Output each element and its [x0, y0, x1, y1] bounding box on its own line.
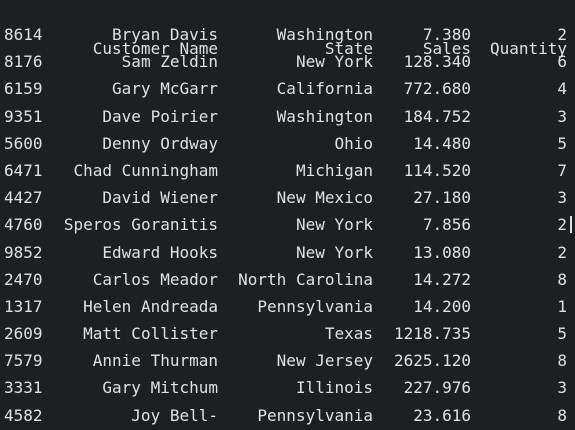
table-row: 2609 Matt Collister Texas 1218.735 5 [0, 320, 575, 347]
quantity-cell: 6 [557, 52, 567, 72]
customer-name-cell: Matt Collister [83, 324, 218, 344]
sales-cell: 1218.735 [393, 324, 471, 344]
customer-name-cell: Dave Poirier [102, 106, 218, 126]
sales-cell: 27.180 [413, 188, 471, 208]
state-cell: New Jersey [276, 351, 373, 371]
quantity-cell: 5 [557, 133, 567, 153]
table-row: 5600 Denny Ordway Ohio 14.480 5 [0, 130, 575, 157]
sales-cell: 2625.120 [393, 351, 471, 371]
table-row: 9351 Dave Poirier Washington 184.752 3 [0, 103, 575, 130]
row-index: 3331 [4, 378, 43, 398]
customer-name-cell: Annie Thurman [92, 351, 218, 371]
quantity-cell: 7 [557, 160, 567, 180]
sales-cell: 23.616 [413, 405, 471, 425]
customer-name-cell: Sam Zeldin [121, 52, 218, 72]
state-cell: New York [295, 52, 373, 72]
state-cell: North Carolina [238, 269, 373, 289]
row-index: 6471 [4, 160, 43, 180]
state-cell: Michigan [295, 160, 373, 180]
customer-name-cell: Speros Goranitis [63, 215, 218, 235]
sales-cell: 14.480 [413, 133, 471, 153]
customer-name-cell: Edward Hooks [102, 242, 218, 262]
table-row: 6159 Gary McGarr California 772.680 4 [0, 75, 575, 102]
quantity-cell: 2 [557, 25, 567, 44]
table-row: 4582 Joy Bell- Pennsylvania 23.616 8 [0, 402, 575, 429]
quantity-cell: 1 [557, 296, 567, 316]
customer-name-cell: Helen Andreada [83, 296, 218, 316]
sales-cell: 128.340 [403, 52, 471, 72]
state-cell: Washington [276, 25, 373, 44]
table-row: 8176 Sam Zeldin New York 128.340 6 [0, 48, 575, 75]
state-cell: Illinois [295, 378, 373, 398]
table-row: 3331 Gary Mitchum Illinois 227.976 3 [0, 374, 575, 401]
sales-cell: 227.976 [403, 378, 471, 398]
customer-name-cell: Joy Bell- [131, 405, 218, 425]
table-row: 6471 Chad Cunningham Michigan 114.520 7 [0, 157, 575, 184]
table-row: 9852 Edward Hooks New York 13.080 2 [0, 239, 575, 266]
sales-cell: 7.380 [422, 25, 471, 44]
quantity-cell: 3 [557, 188, 567, 208]
column-header-customer-name: Customer Name [92, 39, 218, 58]
table-row: 2470 Carlos Meador North Carolina 14.272 8 [0, 266, 575, 293]
row-index: 2609 [4, 324, 43, 344]
quantity-cell: 8 [557, 351, 567, 371]
state-cell: Pennsylvania [257, 296, 373, 316]
row-index: 4582 [4, 405, 43, 425]
sales-cell: 184.752 [403, 106, 471, 126]
quantity-cell: 8 [557, 269, 567, 289]
row-index: 9351 [4, 106, 43, 126]
row-index: 6159 [4, 79, 43, 99]
customer-name-cell: Gary Mitchum [102, 378, 218, 398]
row-index: 4427 [4, 188, 43, 208]
quantity-cell: 4 [557, 79, 567, 99]
state-cell: Pennsylvania [257, 405, 373, 425]
table-row: 4427 David Wiener New Mexico 27.180 3 [0, 184, 575, 211]
row-index: 2470 [4, 269, 43, 289]
sales-cell: 7.856 [422, 215, 471, 235]
sales-cell: 14.200 [413, 296, 471, 316]
quantity-cell: 5 [557, 324, 567, 344]
state-cell: New York [295, 242, 373, 262]
table-body: 8614 Bryan Davis Washington 7.380 2 8176 Sam Z… [0, 21, 575, 429]
customer-name-cell: Carlos Meador [92, 269, 218, 289]
table-row: 8614 Bryan Davis Washington 7.380 2 [0, 21, 575, 48]
quantity-cell: 2 [557, 242, 567, 262]
sales-cell: 13.080 [413, 242, 471, 262]
customer-name-cell: David Wiener [102, 188, 218, 208]
customer-name-cell: Chad Cunningham [73, 160, 219, 180]
table-row: 4760 Speros Goranitis New York 7.856 2 [0, 211, 575, 238]
sales-cell: 14.272 [413, 269, 471, 289]
row-index: 8614 [4, 25, 43, 44]
quantity-cell: 3 [557, 378, 567, 398]
column-header-state: State [324, 39, 373, 58]
text-cursor [570, 216, 572, 234]
sales-cell: 114.520 [403, 160, 471, 180]
state-cell: California [276, 79, 373, 99]
sales-cell: 772.680 [403, 79, 471, 99]
table-header: Customer Name State Sales Quantity [0, 38, 575, 59]
table-row: 7579 Annie Thurman New Jersey 2625.120 8 [0, 347, 575, 374]
quantity-cell: 2 [557, 215, 567, 235]
column-header-sales: Sales [422, 39, 471, 58]
row-index: 5600 [4, 133, 43, 153]
column-header-quantity: Quantity [489, 39, 567, 58]
state-cell: New York [295, 215, 373, 235]
row-index: 4760 [4, 215, 43, 235]
customer-name-cell: Denny Ordway [102, 133, 218, 153]
state-cell: Washington [276, 106, 373, 126]
customer-name-cell: Bryan Davis [112, 25, 218, 44]
state-cell: Ohio [334, 133, 373, 153]
row-index: 1317 [4, 296, 43, 316]
row-index: 7579 [4, 351, 43, 371]
state-cell: Texas [324, 324, 373, 344]
state-cell: New Mexico [276, 188, 373, 208]
customer-name-cell: Gary McGarr [112, 79, 218, 99]
row-index: 9852 [4, 242, 43, 262]
table-row: 1317 Helen Andreada Pennsylvania 14.200 1 [0, 293, 575, 320]
row-index: 8176 [4, 52, 43, 72]
quantity-cell: 3 [557, 106, 567, 126]
quantity-cell: 8 [557, 405, 567, 425]
